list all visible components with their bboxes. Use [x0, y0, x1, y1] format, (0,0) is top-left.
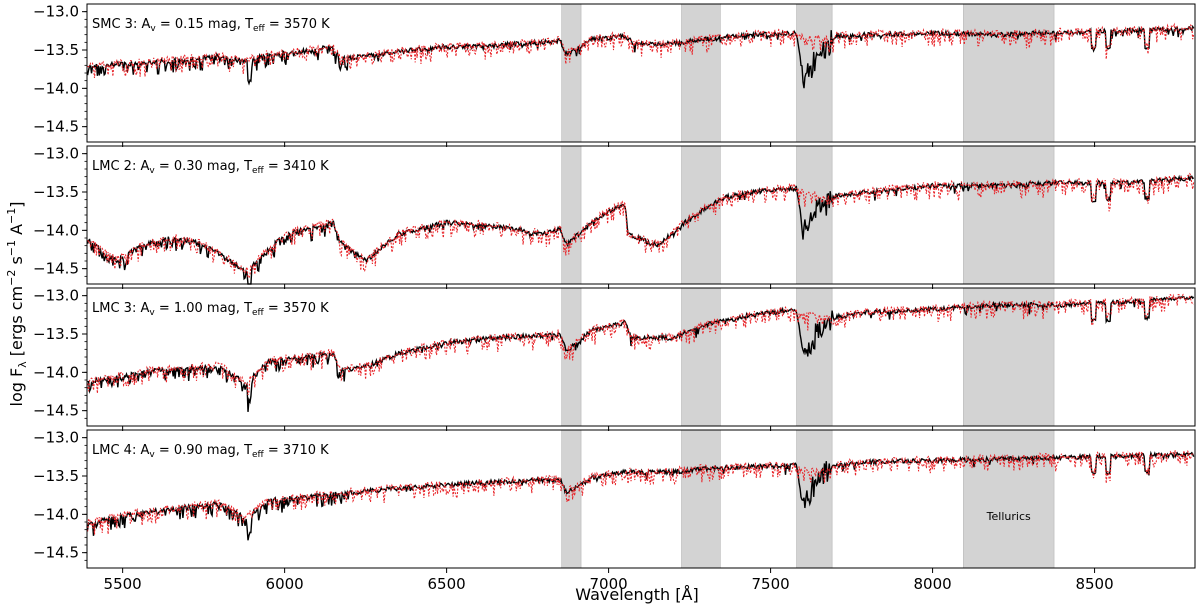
telluric-band-4 — [963, 145, 1055, 285]
tellurics-label: Tellurics — [986, 510, 1031, 523]
y-axis-title-sub: λ — [16, 361, 29, 368]
x-tick-label-7: 8500 — [1075, 575, 1113, 593]
y-tick-label-4-2: −13.5 — [33, 467, 79, 485]
y-tick-label-3-2: −13.5 — [33, 325, 79, 343]
telluric-band-4 — [963, 287, 1055, 427]
model-spectrum-4 — [87, 450, 1195, 535]
model-spectrum-1 — [87, 22, 1195, 79]
y-tick-label-4-3: −14.0 — [33, 505, 79, 523]
telluric-band-2 — [681, 287, 721, 427]
telluric-band-1 — [561, 429, 582, 569]
telluric-band-2 — [681, 429, 721, 569]
y-tick-label-1-4: −14.5 — [33, 118, 79, 136]
panel-annotation-1: SMC 3: Av = 0.15 mag, Teff = 3570 K — [92, 17, 330, 34]
y-tick-label-3-3: −14.0 — [33, 363, 79, 381]
y-axis-title-exp1: −2 — [5, 270, 18, 286]
telluric-band-1 — [561, 145, 582, 285]
panel-4: −13.0 −13.5 −14.0 −14.5 LMC 4: Av = 0.90 mag… — [33, 429, 1196, 573]
y-axis-title-exp3: −1 — [5, 208, 18, 224]
telluric-band-2 — [681, 3, 721, 143]
y-axis-title: log Fλ [ergs cm−2 s−1 A−1] — [5, 202, 29, 407]
y-tick-label-4-4: −14.5 — [33, 544, 79, 562]
y-axis-title-main: log F — [7, 368, 26, 407]
telluric-band-4 — [963, 429, 1055, 569]
y-axis-title-close: ] — [7, 202, 26, 208]
y-tick-label-1-2: −13.5 — [33, 41, 79, 59]
y-tick-label-2-2: −13.5 — [33, 183, 79, 201]
telluric-band-3 — [796, 287, 833, 427]
telluric-band-1 — [561, 3, 582, 143]
x-tick-label-4: 7000 — [590, 575, 628, 593]
x-tick-label-1: 5500 — [104, 575, 142, 593]
panel-2: −13.0 −13.5 −14.0 −14.5 LMC 2: Av = 0.30 mag… — [33, 145, 1196, 289]
y-tick-label-2-3: −14.0 — [33, 221, 79, 239]
model-spectrum-3 — [87, 293, 1194, 396]
y-tick-label-2-1: −13.0 — [33, 145, 79, 163]
y-tick-label-1-3: −14.0 — [33, 79, 79, 97]
y-tick-label-1-1: −13.0 — [33, 3, 79, 21]
observed-spectrum-1 — [86, 24, 1195, 89]
panels-layer: −13.0 −13.5 −14.0 −14.5 SMC 3: Av = 0.15 mag… — [33, 3, 1196, 593]
telluric-band-4 — [963, 3, 1055, 143]
x-axis-title: Wavelength [Å] — [575, 585, 698, 604]
y-tick-label-3-1: −13.0 — [33, 287, 79, 305]
y-tick-label-3-4: −14.5 — [33, 402, 79, 420]
y-axis-title-units-open: [ergs cm — [7, 286, 26, 361]
x-tick-label-3: 6500 — [428, 575, 466, 593]
y-axis-title-mid: s — [7, 256, 26, 269]
y-tick-label-4-1: −13.0 — [33, 429, 79, 447]
model-spectrum-2 — [87, 172, 1195, 279]
panel-annotation-3: LMC 3: Av = 1.00 mag, Teff = 3570 K — [92, 301, 329, 318]
x-tick-label-6: 8000 — [913, 575, 951, 593]
x-tick-label-2: 6000 — [266, 575, 304, 593]
panel-annotation-4: LMC 4: Av = 0.90 mag, Teff = 3710 K — [92, 443, 329, 460]
x-tick-label-5: 7500 — [751, 575, 789, 593]
y-axis-title-mid2: A — [7, 224, 26, 240]
panel-annotation-2: LMC 2: Av = 0.30 mag, Teff = 3410 K — [92, 159, 329, 176]
y-tick-label-2-4: −14.5 — [33, 260, 79, 278]
panel-3: −13.0 −13.5 −14.0 −14.5 LMC 3: Av = 1.00 mag… — [33, 287, 1196, 431]
y-axis-title-exp2: −1 — [5, 240, 18, 256]
panel-1: −13.0 −13.5 −14.0 −14.5 SMC 3: Av = 0.15 mag… — [33, 3, 1196, 147]
